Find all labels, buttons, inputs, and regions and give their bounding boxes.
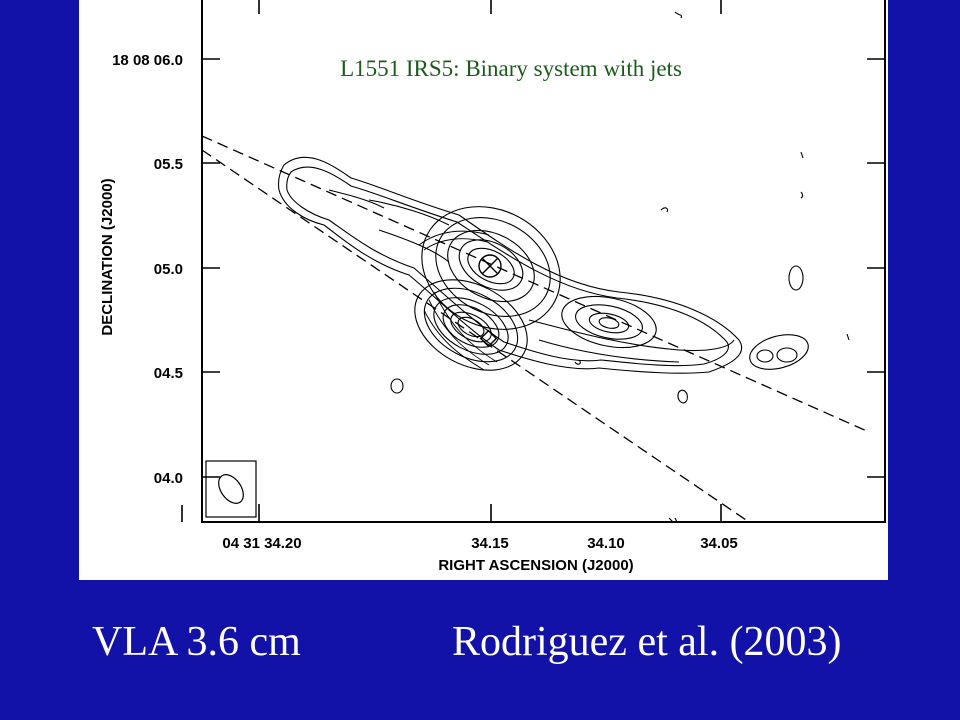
figure-title: L1551 IRS5: Binary system with jets — [340, 56, 682, 81]
reference-caption: Rodriguez et al. (2003) — [452, 619, 842, 665]
y-tick-label: 04.0 — [154, 470, 183, 487]
x-tick-label: 34.10 — [587, 535, 625, 552]
y-tick-label: 18 08 06.0 — [112, 52, 183, 69]
figure-panel: 18 08 06.0 05.5 05.0 04.5 04.0 04 31 34.… — [79, 0, 888, 580]
x-axis-label: RIGHT ASCENSION (J2000) — [438, 557, 633, 574]
y-tick-label: 05.5 — [154, 156, 183, 173]
y-tick-label: 04.5 — [154, 365, 183, 382]
y-axis-label: DECLINATION (J2000) — [99, 178, 116, 335]
jet-axes — [201, 135, 870, 523]
x-tick-label: 04 31 34.20 — [222, 535, 301, 552]
plot-frame — [201, 0, 886, 523]
cross-in-circle-marker — [478, 254, 502, 278]
jet-axis-line — [201, 149, 750, 523]
x-tick-marks — [181, 0, 722, 522]
y-tick-marks — [202, 58, 885, 478]
contours — [277, 11, 850, 523]
diamond-marker — [479, 329, 498, 348]
contour-map: 18 08 06.0 05.5 05.0 04.5 04.0 04 31 34.… — [99, 0, 886, 574]
y-tick-label: 05.0 — [154, 261, 183, 278]
x-tick-label: 34.05 — [700, 535, 738, 552]
source-markers — [478, 254, 502, 348]
x-tick-label: 34.15 — [471, 535, 509, 552]
wavelength-caption: VLA 3.6 cm — [92, 619, 301, 665]
beam-indicator — [205, 460, 257, 518]
jet-axis-line — [201, 135, 870, 433]
